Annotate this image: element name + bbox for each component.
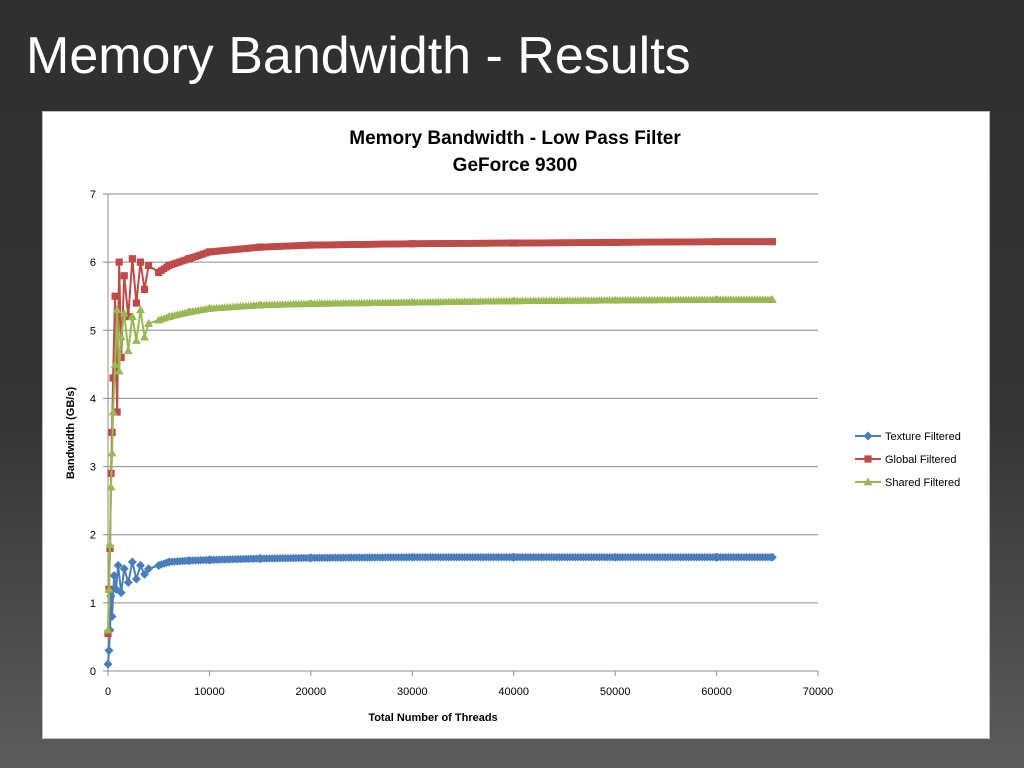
- series-texture-filtered: [103, 552, 777, 669]
- slide-title: Memory Bandwidth - Results: [26, 27, 691, 85]
- data-point: [123, 346, 133, 355]
- legend-entry: Shared Filtered: [885, 477, 960, 489]
- data-point: [114, 366, 124, 375]
- data-point: [110, 359, 120, 368]
- data-point: [104, 584, 114, 593]
- data-point: [140, 285, 149, 293]
- data-point: [119, 308, 129, 317]
- data-point: [132, 299, 140, 307]
- data-point: [116, 332, 126, 341]
- data-point: [106, 482, 116, 491]
- y-tick-label: 7: [90, 189, 96, 201]
- data-point: [103, 625, 113, 634]
- sample-marker: [766, 553, 775, 562]
- x-tick-label: 60000: [701, 686, 732, 698]
- data-point: [103, 659, 113, 669]
- data-point: [119, 564, 129, 574]
- x-tick-labels: 0 10000 20000 30000 40000 50000 60000 70000: [105, 686, 833, 698]
- x-axis-label: Total Number of Threads: [368, 712, 497, 724]
- data-point: [128, 255, 136, 263]
- data-point: [104, 646, 114, 656]
- y-tick-label: 3: [90, 462, 96, 474]
- series-layer: [103, 238, 777, 669]
- data-point: [117, 353, 125, 362]
- data-point: [113, 408, 121, 416]
- data-point: [144, 564, 154, 574]
- data-point: [116, 588, 126, 598]
- sample-marker: [766, 295, 775, 303]
- data-point: [140, 332, 150, 341]
- data-point: [136, 258, 145, 266]
- sample-marker: [767, 238, 774, 246]
- x-tick-label: 40000: [498, 686, 529, 698]
- series-line-shared-filtered: [107, 298, 773, 631]
- y-tick-label: 0: [90, 666, 96, 678]
- legend-entry: Global Filtered: [885, 454, 957, 466]
- data-point: [124, 313, 132, 321]
- y-tick-label: 4: [90, 393, 96, 405]
- chart-frame: Memory Bandwidth - Low Pass Filter GeFor…: [42, 111, 990, 739]
- data-point: [144, 318, 154, 327]
- y-tick-label: 6: [90, 257, 96, 269]
- x-tick-label: 20000: [296, 686, 327, 698]
- data-point: [107, 448, 117, 457]
- legend-marker: [863, 477, 873, 486]
- data-point: [123, 577, 133, 587]
- x-tick-label: 0: [105, 686, 111, 698]
- legend-entry: Texture Filtered: [885, 431, 961, 443]
- data-point: [107, 611, 117, 621]
- data-point: [127, 312, 137, 321]
- data-point: [112, 305, 122, 314]
- axes: [103, 193, 819, 676]
- x-tick-label: 30000: [397, 686, 428, 698]
- legend-marker: [864, 455, 872, 463]
- data-point: [111, 292, 119, 300]
- x-tick-label: 50000: [600, 686, 631, 698]
- gridlines: [108, 193, 818, 604]
- y-tick-label: 1: [90, 598, 96, 610]
- data-point: [104, 629, 112, 638]
- chart-subtitle: GeForce 9300: [453, 155, 578, 176]
- x-tick-label: 70000: [803, 686, 834, 698]
- y-tick-label: 2: [90, 530, 96, 542]
- data-point: [120, 272, 128, 280]
- legend-marker: [863, 431, 873, 441]
- line-chart: Memory Bandwidth - Low Pass Filter GeFor…: [65, 128, 961, 724]
- x-tick-label: 10000: [194, 686, 225, 698]
- data-point: [135, 305, 145, 314]
- data-point: [140, 569, 150, 579]
- data-point: [105, 540, 115, 549]
- data-point: [131, 574, 141, 584]
- series-line-texture-filtered: [107, 556, 773, 665]
- data-point: [115, 258, 123, 266]
- legend: Texture Filtered Global Filtered Shared Fi…: [855, 431, 961, 489]
- y-axis-label: Bandwidth (GB/s): [65, 387, 77, 480]
- data-point: [131, 336, 141, 344]
- data-point: [109, 571, 119, 581]
- series-shared-filtered: [103, 295, 777, 634]
- y-tick-label: 5: [90, 325, 96, 337]
- data-point: [108, 407, 118, 416]
- chart-title: Memory Bandwidth - Low Pass Filter: [349, 128, 681, 149]
- data-point: [135, 560, 145, 570]
- y-tick-labels: 0 1 2 3 4 5 6 7: [90, 189, 96, 678]
- data-point: [109, 374, 117, 382]
- data-point: [144, 261, 153, 270]
- data-point: [127, 557, 137, 567]
- data-point: [113, 560, 123, 570]
